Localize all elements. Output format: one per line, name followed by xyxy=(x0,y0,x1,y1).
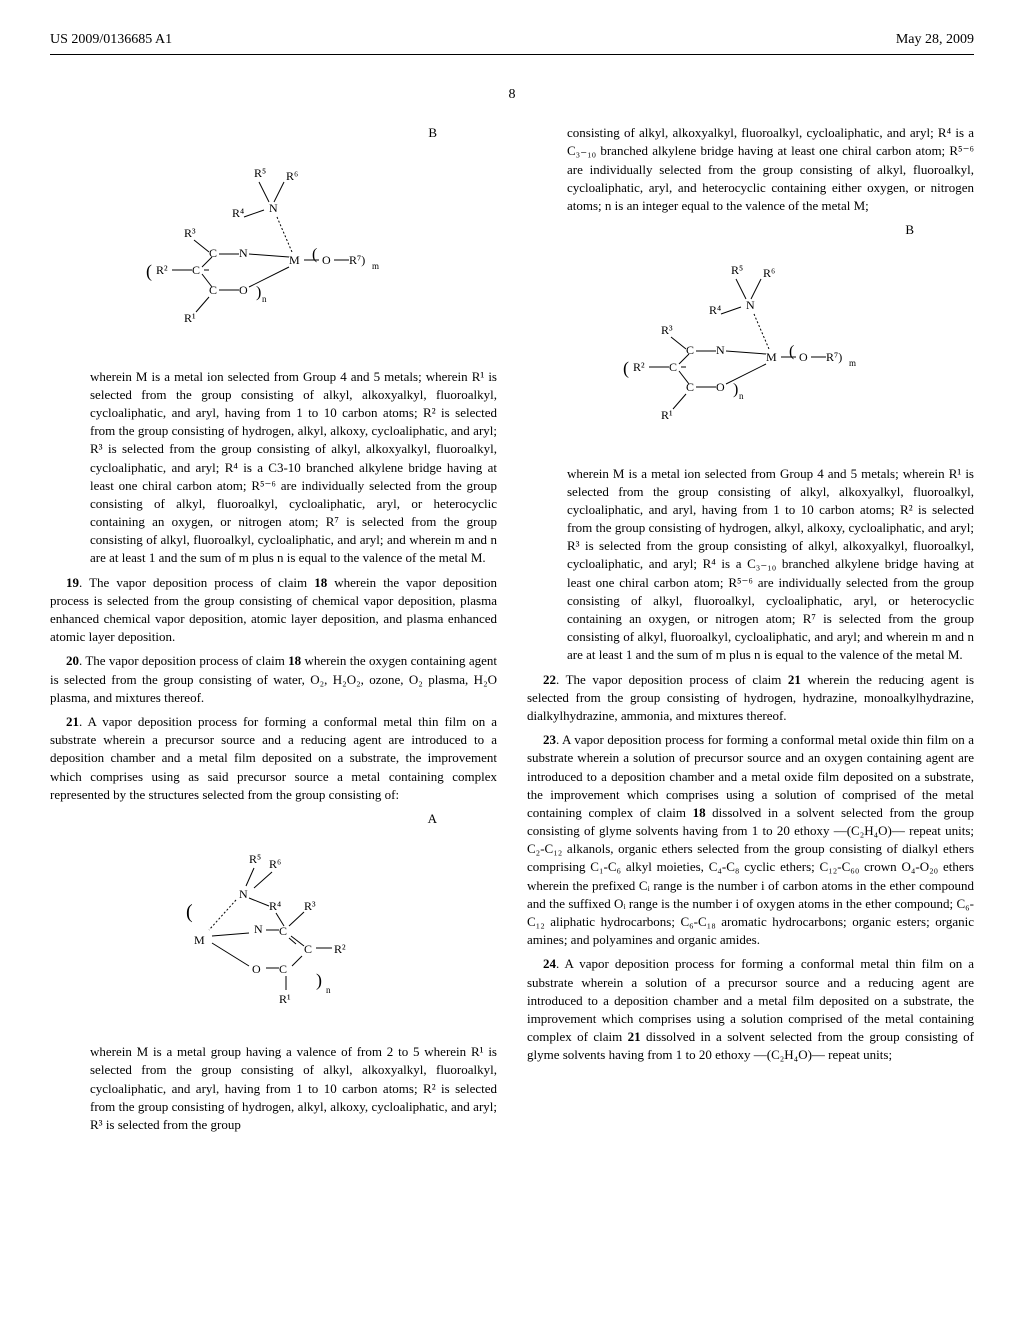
claim-20: 20. The vapor deposition process of clai… xyxy=(50,652,497,707)
claim-19-number: 19 xyxy=(66,575,79,590)
svg-text:R⁷): R⁷) xyxy=(826,350,842,364)
svg-text:C: C xyxy=(304,942,312,956)
claim-21: 21. A vapor deposition process for formi… xyxy=(50,713,497,804)
svg-text:n: n xyxy=(262,294,267,304)
svg-text:O: O xyxy=(799,350,808,364)
claim-20-number: 20 xyxy=(66,653,79,668)
claim-24-number: 24 xyxy=(543,956,556,971)
svg-text:): ) xyxy=(733,381,738,398)
svg-text:R⁶: R⁶ xyxy=(269,857,281,871)
svg-text:M: M xyxy=(194,933,205,947)
claim-24: 24. A vapor deposition process for formi… xyxy=(527,955,974,1064)
svg-text:M: M xyxy=(289,253,300,267)
claim-22: 22. The vapor deposition process of clai… xyxy=(527,671,974,726)
content-columns: B R⁵ R⁶ N R⁴ R³ C N ( R² C xyxy=(50,124,974,1140)
svg-text:R²: R² xyxy=(156,263,168,277)
right-intro: consisting of alkyl, alkoxyalkyl, fluoro… xyxy=(527,124,974,215)
publication-date: May 28, 2009 xyxy=(896,30,974,50)
svg-text:N: N xyxy=(746,298,755,312)
svg-text:R⁴: R⁴ xyxy=(269,899,281,913)
svg-text:R⁵: R⁵ xyxy=(254,166,266,180)
claim-23-number: 23 xyxy=(543,732,556,747)
claim-19-ref: 18 xyxy=(314,575,327,590)
svg-text:R²: R² xyxy=(334,942,346,956)
chemical-structure-a: R⁵ R⁶ N R⁴ R³ N C M C R² xyxy=(50,848,497,1023)
svg-text:(: ( xyxy=(146,261,152,282)
claim-24-ref: 21 xyxy=(628,1029,641,1044)
svg-text:R³: R³ xyxy=(304,899,316,913)
svg-text:R⁵: R⁵ xyxy=(731,263,743,277)
svg-text:O: O xyxy=(252,962,261,976)
svg-text:R⁶: R⁶ xyxy=(763,266,775,280)
svg-text:R¹: R¹ xyxy=(184,311,196,325)
chemical-structure-b-left: R⁵ R⁶ N R⁴ R³ C N ( R² C xyxy=(50,162,497,347)
claim-22-ref: 21 xyxy=(788,672,801,687)
figure-b-label: B xyxy=(50,124,497,142)
figure-b-label-right: B xyxy=(527,221,974,239)
svg-text:R²: R² xyxy=(633,360,645,374)
claim-22-number: 22 xyxy=(543,672,556,687)
svg-text:n: n xyxy=(739,391,744,401)
svg-text:M: M xyxy=(766,350,777,364)
svg-text:O: O xyxy=(239,283,248,297)
svg-text:N: N xyxy=(239,246,248,260)
svg-text:O: O xyxy=(322,253,331,267)
claim-23: 23. A vapor deposition process for formi… xyxy=(527,731,974,949)
patent-id: US 2009/0136685 A1 xyxy=(50,30,172,50)
page-number: 8 xyxy=(50,85,974,105)
figure-a-label: A xyxy=(50,810,497,828)
svg-text:C: C xyxy=(686,343,694,357)
svg-text:(: ( xyxy=(312,246,317,263)
svg-text:C: C xyxy=(192,263,200,277)
chemical-structure-b-right: R⁵ R⁶ N R⁴ R³ C N ( R² C xyxy=(527,259,974,444)
svg-text:R⁴: R⁴ xyxy=(232,206,244,220)
svg-text:N: N xyxy=(269,201,278,215)
svg-text:(: ( xyxy=(186,901,193,923)
svg-text:C: C xyxy=(686,380,694,394)
svg-text:C: C xyxy=(279,924,287,938)
svg-text:N: N xyxy=(239,887,248,901)
page-header: US 2009/0136685 A1 May 28, 2009 xyxy=(50,30,974,55)
svg-text:(: ( xyxy=(789,343,794,360)
right-column: consisting of alkyl, alkoxyalkyl, fluoro… xyxy=(527,124,974,1140)
svg-text:m: m xyxy=(849,358,856,368)
svg-text:N: N xyxy=(254,922,263,936)
wherein-b-right: wherein M is a metal ion selected from G… xyxy=(527,465,974,665)
svg-text:R³: R³ xyxy=(184,226,196,240)
wherein-b-left: wherein M is a metal ion selected from G… xyxy=(50,368,497,568)
svg-text:R³: R³ xyxy=(661,323,673,337)
svg-text:R¹: R¹ xyxy=(661,408,673,422)
claim-23-ref: 18 xyxy=(693,805,706,820)
wherein-a: wherein M is a metal group having a vale… xyxy=(50,1043,497,1134)
svg-text:R⁴: R⁴ xyxy=(709,303,721,317)
svg-text:): ) xyxy=(316,970,322,991)
svg-text:N: N xyxy=(716,343,725,357)
svg-text:C: C xyxy=(209,283,217,297)
left-column: B R⁵ R⁶ N R⁴ R³ C N ( R² C xyxy=(50,124,497,1140)
svg-text:m: m xyxy=(372,261,379,271)
svg-text:R⁶: R⁶ xyxy=(286,169,298,183)
svg-text:O: O xyxy=(716,380,725,394)
claim-19: 19. The vapor deposition process of clai… xyxy=(50,574,497,647)
svg-text:R⁵: R⁵ xyxy=(249,852,261,866)
svg-text:C: C xyxy=(669,360,677,374)
claim-21-number: 21 xyxy=(66,714,79,729)
svg-text:C: C xyxy=(279,962,287,976)
svg-text:R⁷): R⁷) xyxy=(349,253,365,267)
svg-text:C: C xyxy=(209,246,217,260)
svg-text:(: ( xyxy=(623,358,629,379)
svg-text:R¹: R¹ xyxy=(279,992,291,1006)
svg-text:n: n xyxy=(326,985,331,995)
claim-20-ref: 18 xyxy=(288,653,301,668)
svg-text:): ) xyxy=(256,284,261,301)
